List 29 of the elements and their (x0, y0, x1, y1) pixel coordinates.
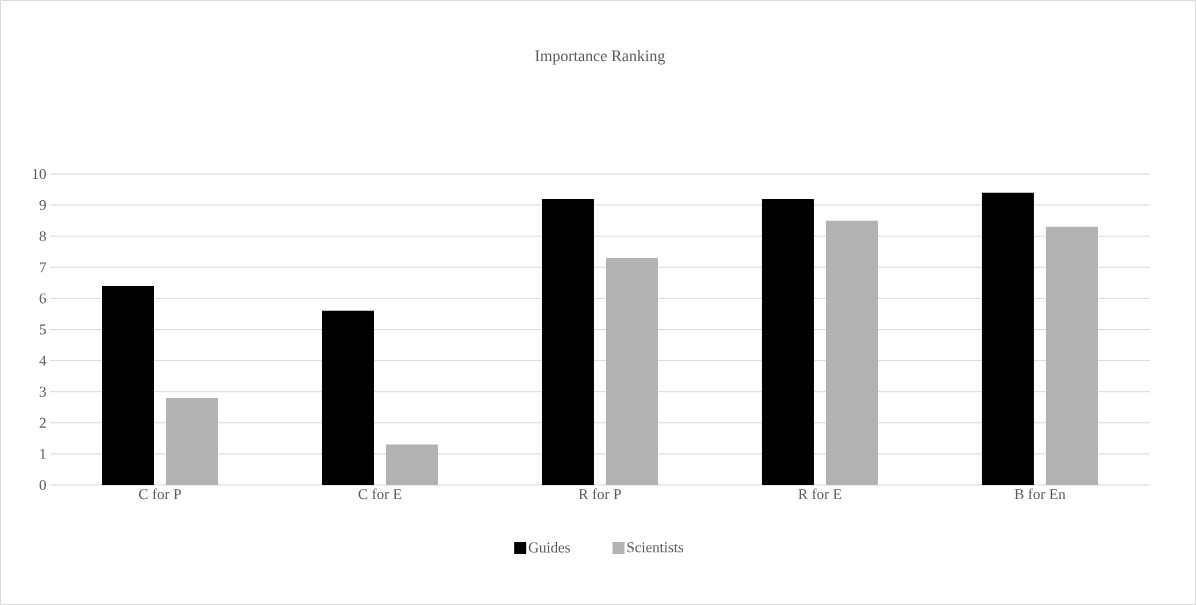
y-tick-label: 10 (32, 168, 46, 180)
bar (1045, 226, 1098, 485)
x-tick-label: R for P (578, 488, 621, 500)
legend-label: Guides (528, 542, 570, 553)
chart-title: Importance Ranking (535, 49, 665, 65)
bar (385, 444, 438, 485)
bar (825, 220, 878, 485)
bar (101, 285, 154, 485)
x-tick-label: C for E (358, 488, 402, 500)
y-tick-label: 7 (39, 262, 47, 273)
bar (541, 198, 594, 485)
legend-label: Scientists (627, 542, 684, 553)
x-tick-label: B for En (1014, 488, 1066, 500)
x-tick-label: C for P (139, 488, 181, 500)
bar (321, 310, 374, 485)
bar (981, 192, 1034, 485)
x-tick-label: R for E (798, 488, 842, 500)
y-tick-label: 1 (40, 448, 46, 459)
y-tick-label: 8 (39, 231, 46, 242)
bar (165, 397, 218, 485)
y-tick-label: 9 (39, 200, 46, 211)
y-tick-label: 4 (39, 355, 47, 366)
y-tick-label: 6 (39, 293, 47, 304)
y-tick-label: 5 (39, 324, 46, 335)
y-tick-label: 3 (39, 386, 46, 397)
bar (605, 257, 658, 485)
y-tick-label: 0 (39, 479, 46, 491)
bar (761, 198, 814, 485)
y-tick-label: 2 (39, 417, 46, 428)
